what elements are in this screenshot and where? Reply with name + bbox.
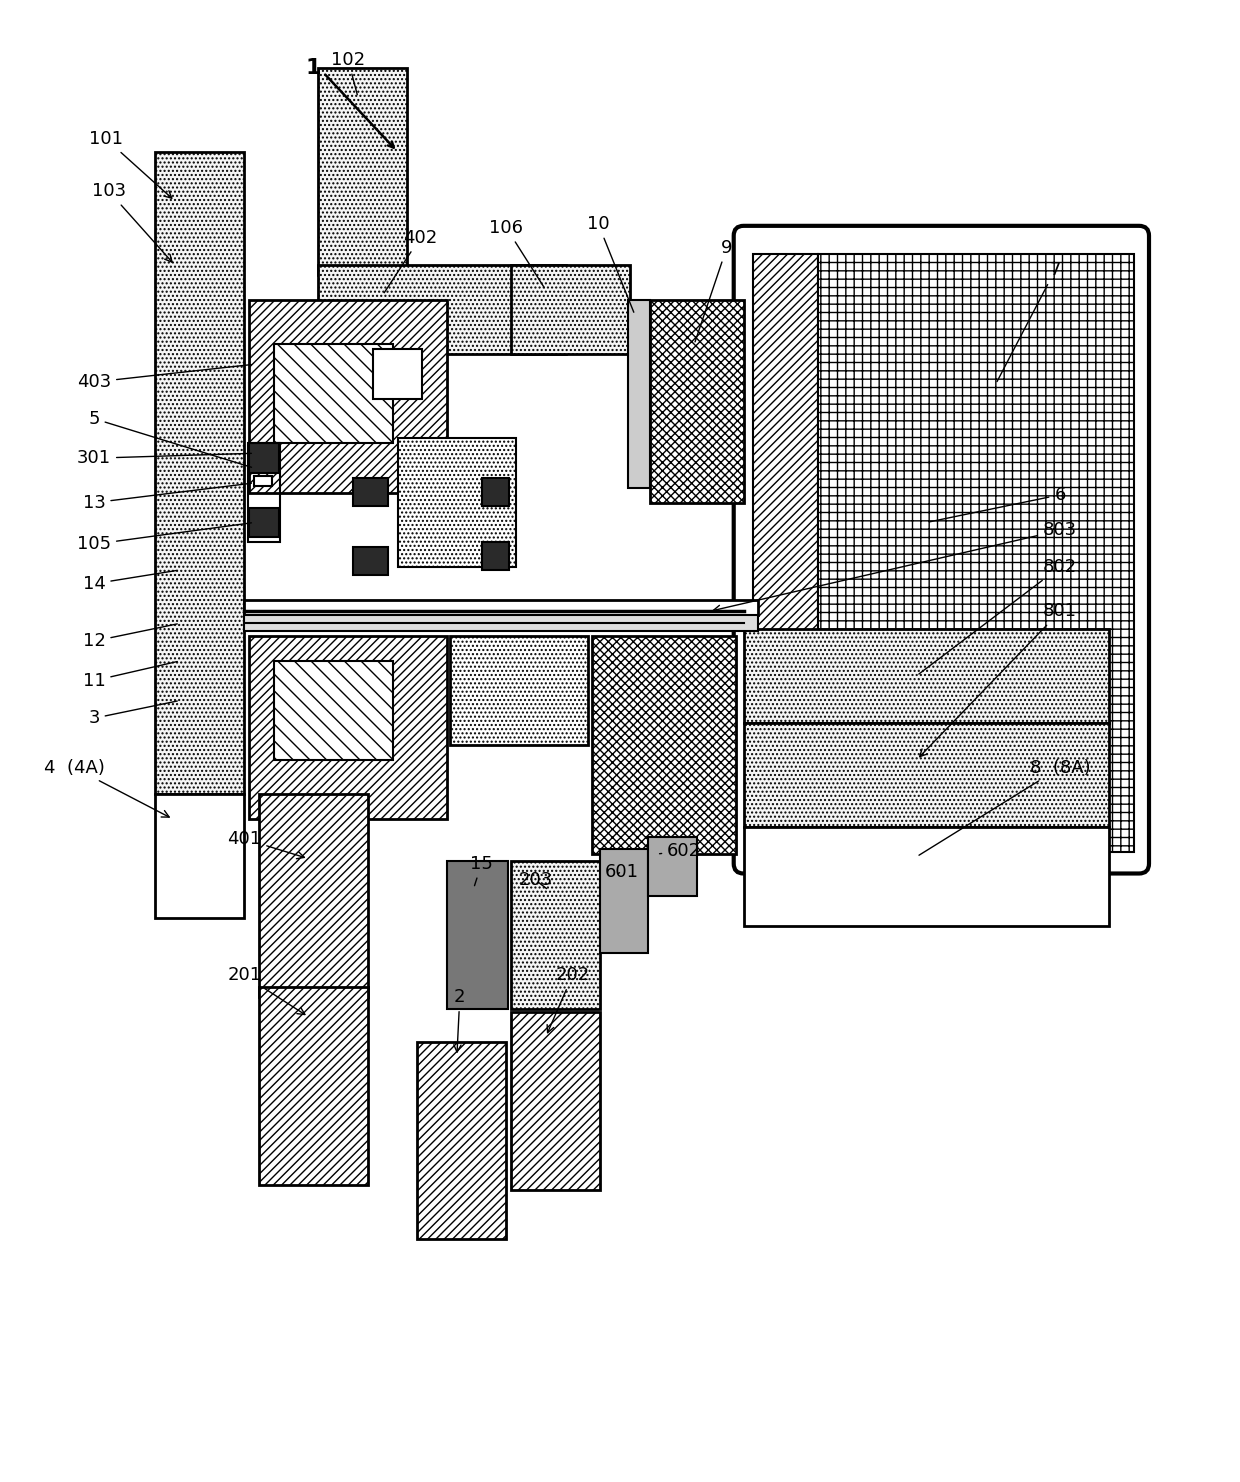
Bar — [274, 344, 393, 443]
Bar — [398, 439, 516, 568]
Bar — [593, 636, 735, 854]
Text: 6: 6 — [929, 486, 1065, 522]
Text: 10: 10 — [587, 215, 634, 313]
Text: 14: 14 — [83, 571, 177, 593]
Bar — [744, 630, 1110, 723]
FancyBboxPatch shape — [734, 225, 1149, 873]
Text: 403: 403 — [77, 365, 252, 391]
Text: 203: 203 — [518, 871, 553, 889]
Bar — [418, 1042, 506, 1239]
Bar — [319, 68, 408, 276]
Text: 402: 402 — [384, 228, 438, 293]
Text: 401: 401 — [227, 830, 304, 858]
Text: 8  (8A): 8 (8A) — [919, 759, 1090, 855]
Bar — [754, 253, 817, 852]
Text: 801: 801 — [920, 603, 1078, 757]
Bar — [319, 265, 565, 354]
Text: 101: 101 — [89, 130, 172, 199]
Bar — [481, 479, 510, 505]
Bar — [244, 615, 759, 631]
Bar — [353, 547, 388, 575]
Text: 601: 601 — [605, 863, 639, 880]
Text: 9: 9 — [696, 239, 733, 342]
Text: 1: 1 — [306, 58, 321, 77]
Text: 5: 5 — [88, 409, 252, 467]
Text: 12: 12 — [83, 624, 177, 651]
Text: 102: 102 — [331, 50, 365, 95]
Text: 602: 602 — [660, 842, 702, 860]
Text: 106: 106 — [490, 219, 544, 288]
Bar — [259, 794, 368, 997]
Bar — [259, 987, 368, 1186]
Bar — [274, 661, 393, 760]
Bar — [244, 600, 759, 615]
Text: 3: 3 — [88, 701, 177, 728]
Bar — [373, 350, 423, 399]
Text: 103: 103 — [92, 182, 172, 262]
Text: 802: 802 — [919, 557, 1078, 674]
Bar — [511, 1012, 600, 1190]
Bar — [627, 299, 650, 488]
Text: 202: 202 — [547, 966, 590, 1033]
Text: 803: 803 — [713, 522, 1078, 612]
Bar — [249, 443, 279, 473]
Bar — [249, 636, 446, 820]
Bar — [481, 542, 510, 571]
Bar — [446, 861, 508, 1009]
Bar — [155, 151, 244, 794]
Bar — [249, 299, 446, 494]
Bar — [744, 827, 1110, 926]
Text: 2: 2 — [454, 988, 465, 1052]
Text: 11: 11 — [83, 661, 177, 689]
Bar — [511, 861, 600, 1009]
Bar — [647, 837, 697, 897]
Text: 7: 7 — [997, 261, 1061, 381]
Bar — [450, 636, 588, 745]
Text: 201: 201 — [227, 966, 305, 1015]
Bar — [353, 479, 388, 505]
Text: 301: 301 — [77, 449, 252, 467]
Bar — [248, 443, 280, 542]
Text: 4  (4A): 4 (4A) — [43, 759, 169, 817]
Bar — [817, 253, 1135, 852]
Bar — [600, 849, 647, 953]
Bar — [249, 508, 279, 538]
Text: 13: 13 — [83, 483, 252, 511]
Bar — [254, 476, 272, 486]
Bar — [511, 265, 630, 354]
Bar — [650, 299, 744, 502]
Text: 15: 15 — [470, 855, 494, 886]
Text: 105: 105 — [77, 523, 252, 553]
Bar — [155, 794, 244, 917]
Bar — [744, 723, 1110, 827]
